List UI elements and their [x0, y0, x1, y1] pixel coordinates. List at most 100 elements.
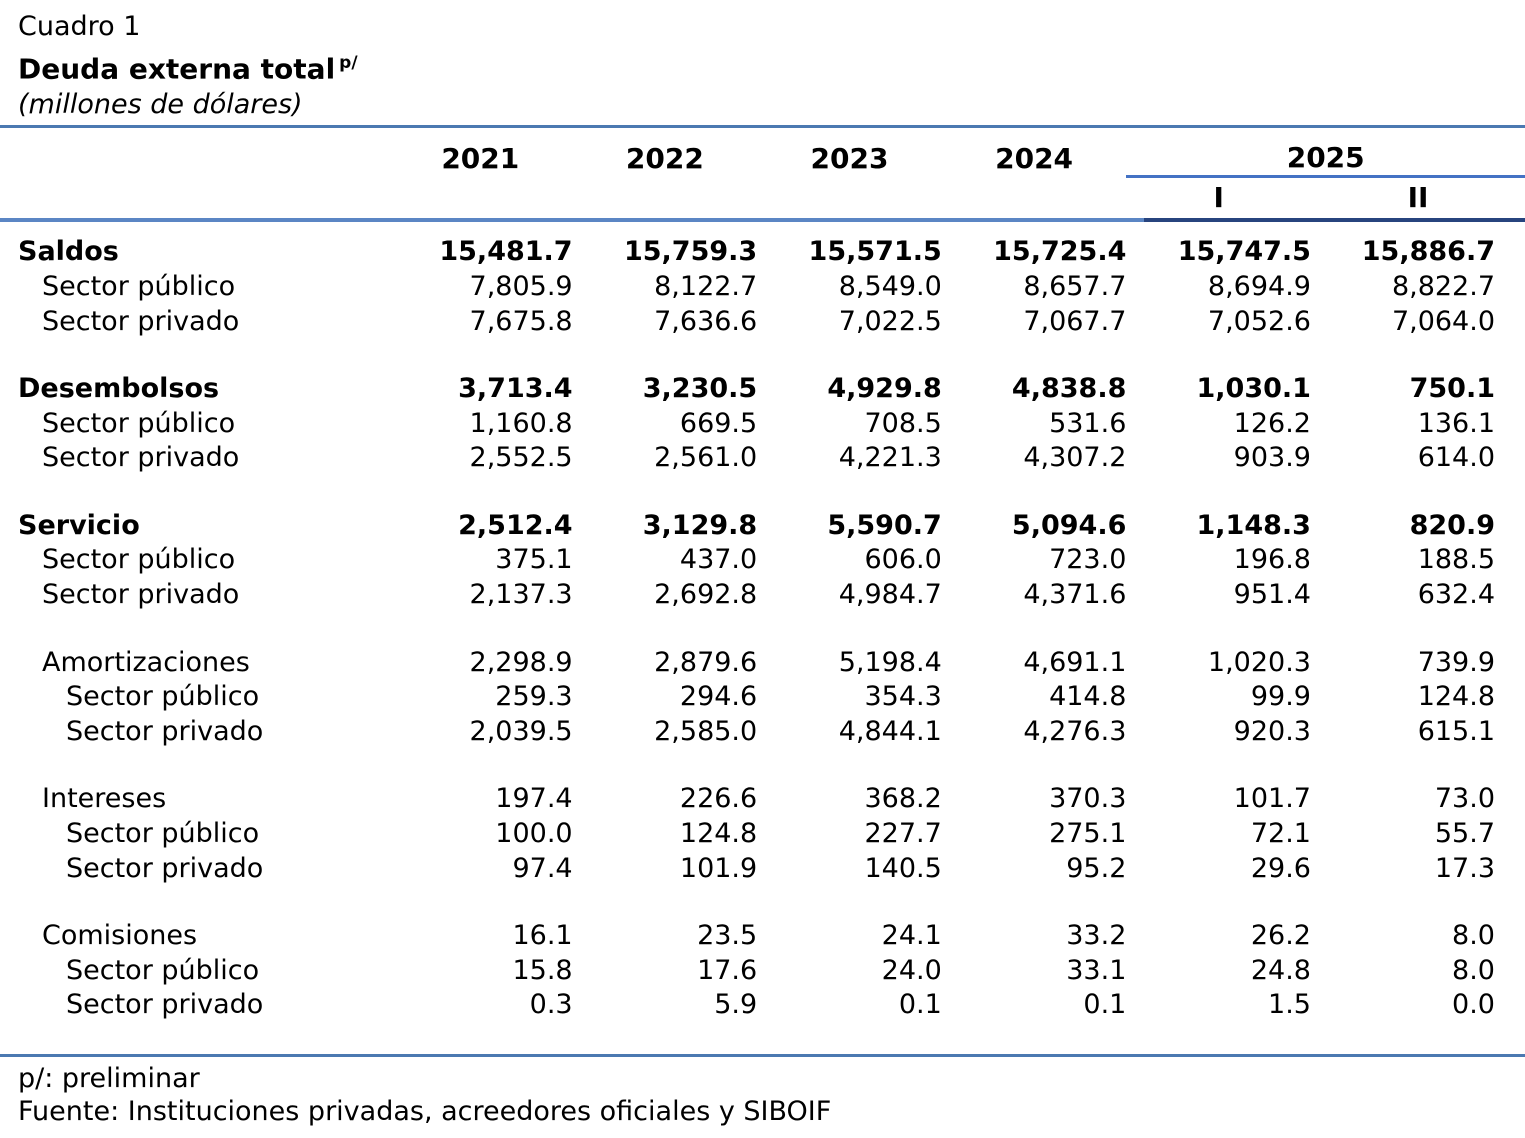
cell-value: 4,276.3 — [1023, 715, 1127, 747]
cell-value: 3,713.4 — [458, 373, 573, 405]
cell-value: 15,886.7 — [1361, 236, 1495, 268]
cell-value: 2,692.8 — [654, 579, 758, 611]
header-bottom-rule-left — [0, 218, 1144, 223]
col-header-2024: 2024 — [995, 142, 1074, 176]
col-header-2021: 2021 — [441, 142, 520, 176]
cell-value: 920.3 — [1233, 715, 1311, 747]
row-label: Sector privado — [66, 989, 264, 1021]
cell-value: 188.5 — [1417, 544, 1495, 576]
section-spacer — [0, 613, 1525, 646]
cell-value: 8,549.0 — [838, 270, 942, 302]
cell-value: 8.0 — [1452, 954, 1495, 986]
table-row: Saldos 15,481.7 15,759.3 15,571.5 15,725.4 15… — [0, 235, 1525, 270]
year-header-row: 2021 2022 2023 2024 2025 — [0, 128, 1525, 179]
cell-value: 15.8 — [512, 954, 573, 986]
source-note: Fuente: Instituciones privadas, acreedor… — [18, 1096, 832, 1128]
cell-value: 2,039.5 — [469, 715, 573, 747]
units-subtitle: (millones de dólares) — [18, 89, 303, 121]
row-label: Intereses — [42, 783, 167, 815]
cell-value: 101.9 — [679, 852, 758, 884]
title-block: Cuadro 1 Deuda externa total p/ (millones… — [0, 0, 1525, 123]
subcol-header-I: I — [1213, 181, 1224, 215]
row-label: Sector privado — [66, 715, 264, 747]
cell-value: 24.8 — [1250, 954, 1311, 986]
table-row: Desembolsos 3,713.4 3,230.5 4,929.8 4,838.8 1… — [0, 372, 1525, 407]
cell-value: 15,481.7 — [439, 236, 573, 268]
cell-value: 7,675.8 — [469, 305, 573, 337]
cell-value: 2,552.5 — [469, 442, 573, 474]
table-body: Saldos 15,481.7 15,759.3 15,571.5 15,725.4 15… — [0, 222, 1525, 1023]
cell-value: 33.1 — [1066, 954, 1127, 986]
cell-value: 2,298.9 — [469, 646, 573, 678]
cell-value: 368.2 — [864, 783, 942, 815]
cell-value: 8,822.7 — [1391, 270, 1495, 302]
cell-value: 29.6 — [1250, 852, 1311, 884]
page-title-text: Deuda externa total — [18, 52, 336, 86]
cell-value: 73.0 — [1434, 783, 1495, 815]
cell-value: 3,129.8 — [642, 509, 758, 541]
cell-value: 95.2 — [1066, 852, 1127, 884]
cell-value: 136.1 — [1417, 407, 1495, 439]
cell-value: 4,838.8 — [1011, 373, 1127, 405]
cell-value: 24.0 — [881, 954, 942, 986]
section-spacer — [0, 749, 1525, 782]
header-top-rule — [0, 125, 1525, 129]
cell-value: 16.1 — [512, 920, 573, 952]
table-row: Sector privado 2,137.3 2,692.8 4,984.7 4,371… — [0, 578, 1525, 613]
cell-value: 8,657.7 — [1023, 270, 1127, 302]
table-row: Servicio 2,512.4 3,129.8 5,590.7 5,094.6 1,14… — [0, 509, 1525, 544]
section-spacer — [0, 339, 1525, 372]
cell-value: 101.7 — [1233, 783, 1311, 815]
cell-value: 7,805.9 — [469, 270, 573, 302]
cell-value: 1,020.3 — [1207, 646, 1311, 678]
cell-value: 375.1 — [495, 544, 573, 576]
row-label: Sector privado — [42, 579, 240, 611]
cell-value: 632.4 — [1417, 579, 1495, 611]
cell-value: 4,844.1 — [838, 715, 942, 747]
cell-value: 17.3 — [1434, 852, 1495, 884]
row-label: Saldos — [18, 236, 119, 268]
cell-value: 7,022.5 — [838, 305, 942, 337]
cell-value: 15,725.4 — [993, 236, 1127, 268]
row-label: Sector público — [42, 544, 236, 576]
cell-value: 615.1 — [1417, 715, 1495, 747]
cell-value: 4,984.7 — [838, 579, 942, 611]
table-row: Comisiones 16.1 23.5 24.1 33.2 26.2 8.0 — [0, 919, 1525, 954]
cell-value: 124.8 — [679, 818, 758, 850]
cell-value: 1,030.1 — [1196, 373, 1311, 405]
table-row: Amortizaciones 2,298.9 2,879.6 5,198.4 4,691… — [0, 646, 1525, 681]
row-label: Sector público — [66, 681, 260, 713]
cell-value: 140.5 — [864, 852, 942, 884]
cell-value: 72.1 — [1250, 818, 1311, 850]
table-number: Cuadro 1 — [18, 11, 141, 42]
table-row: Sector público 375.1 437.0 606.0 723.0 196.8 1… — [0, 543, 1525, 578]
cell-value: 5,198.4 — [838, 646, 942, 678]
row-label: Sector privado — [42, 442, 240, 474]
cell-value: 531.6 — [1049, 407, 1127, 439]
cell-value: 4,371.6 — [1023, 579, 1127, 611]
cell-value: 15,759.3 — [623, 236, 758, 268]
cell-value: 437.0 — [679, 544, 758, 576]
table-row: Sector público 7,805.9 8,122.7 8,549.0 8,657… — [0, 270, 1525, 305]
table-row: Sector público 259.3 294.6 354.3 414.8 99.9 12… — [0, 680, 1525, 715]
cell-value: 126.2 — [1233, 407, 1311, 439]
cell-value: 124.8 — [1417, 681, 1495, 713]
cell-value: 0.3 — [529, 989, 573, 1021]
row-label: Sector público — [66, 954, 260, 986]
table-row: Sector privado 7,675.8 7,636.6 7,022.5 7,067… — [0, 305, 1525, 340]
cell-value: 23.5 — [697, 920, 758, 952]
cell-value: 1,148.3 — [1196, 509, 1311, 541]
row-label: Sector público — [66, 818, 260, 850]
cell-value: 370.3 — [1049, 783, 1127, 815]
cell-value: 4,307.2 — [1023, 442, 1127, 474]
cell-value: 4,691.1 — [1023, 646, 1127, 678]
cell-value: 820.9 — [1409, 509, 1495, 541]
cell-value: 7,067.7 — [1023, 305, 1127, 337]
footer-rule — [0, 1054, 1525, 1058]
cell-value: 723.0 — [1049, 544, 1127, 576]
cell-value: 1.5 — [1268, 989, 1311, 1021]
cell-value: 739.9 — [1417, 646, 1495, 678]
cell-value: 0.1 — [1083, 989, 1127, 1021]
cell-value: 1,160.8 — [469, 407, 573, 439]
table-row: Sector privado 2,552.5 2,561.0 4,221.3 4,307… — [0, 441, 1525, 476]
